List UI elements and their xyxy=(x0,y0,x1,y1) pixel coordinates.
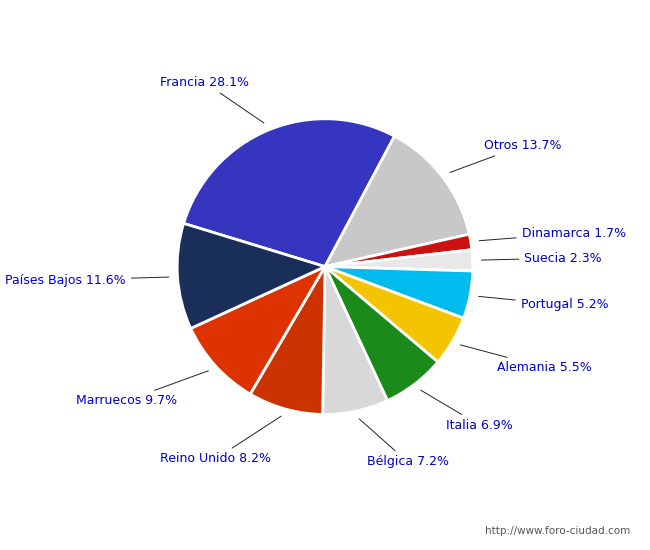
Wedge shape xyxy=(177,223,325,328)
Text: Alemania 5.5%: Alemania 5.5% xyxy=(460,345,592,374)
Text: Portugal 5.2%: Portugal 5.2% xyxy=(478,296,608,311)
Text: Otros 13.7%: Otros 13.7% xyxy=(450,139,561,173)
Text: Reino Unido 8.2%: Reino Unido 8.2% xyxy=(160,416,281,465)
Text: Francia 28.1%: Francia 28.1% xyxy=(160,76,264,123)
Text: Italia 6.9%: Italia 6.9% xyxy=(421,390,513,432)
Text: http://www.foro-ciudad.com: http://www.foro-ciudad.com xyxy=(486,526,630,536)
Wedge shape xyxy=(325,234,472,267)
Text: Suecia 2.3%: Suecia 2.3% xyxy=(482,252,602,265)
Text: Dinamarca 1.7%: Dinamarca 1.7% xyxy=(479,227,626,241)
Wedge shape xyxy=(325,267,473,318)
Text: Bélgica 7.2%: Bélgica 7.2% xyxy=(359,419,448,468)
Wedge shape xyxy=(190,267,325,394)
Wedge shape xyxy=(184,119,395,267)
Wedge shape xyxy=(325,136,469,267)
Wedge shape xyxy=(322,267,387,415)
Text: Países Bajos 11.6%: Países Bajos 11.6% xyxy=(5,273,169,287)
Wedge shape xyxy=(325,250,473,271)
Text: Marruecos 9.7%: Marruecos 9.7% xyxy=(76,371,209,407)
Wedge shape xyxy=(325,267,438,400)
Wedge shape xyxy=(250,267,325,414)
Wedge shape xyxy=(325,267,463,362)
Text: Medina-Sidonia - Turistas extranjeros según país - Agosto de 2024: Medina-Sidonia - Turistas extranjeros se… xyxy=(82,18,568,34)
